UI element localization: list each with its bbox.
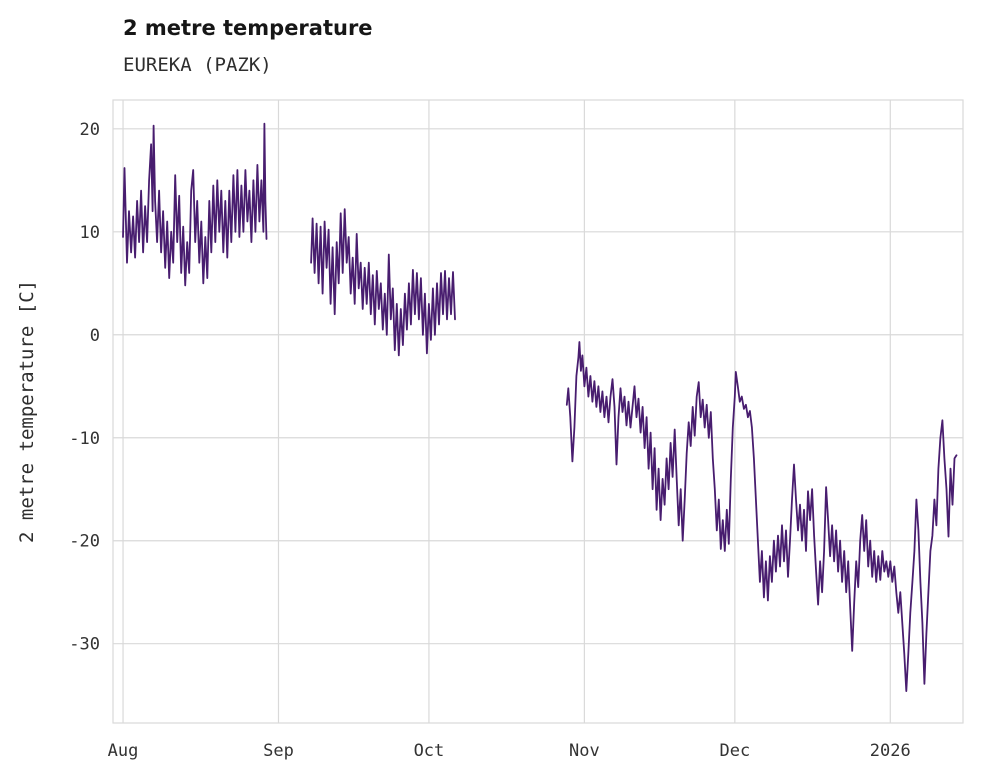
x-tick-label: Dec	[719, 741, 750, 761]
x-tick-label: 2026	[870, 741, 911, 761]
chart-title: 2 metre temperature	[123, 16, 373, 40]
y-tick-label: -30	[69, 635, 100, 655]
x-tick-label: Oct	[414, 741, 445, 761]
y-tick-label: -20	[69, 532, 100, 552]
y-tick-label: 0	[90, 326, 100, 346]
x-tick-label: Nov	[569, 741, 600, 761]
x-tick-label: Aug	[108, 741, 139, 761]
x-tick-label: Sep	[263, 741, 294, 761]
y-tick-label: 10	[80, 223, 100, 243]
temperature-series-line	[565, 341, 958, 692]
temperature-series-line	[122, 122, 268, 287]
chart-subtitle: EUREKA (PAZK)	[123, 54, 272, 76]
temperature-series-line	[310, 208, 456, 357]
plot-border	[112, 99, 964, 724]
y-tick-label: -10	[69, 429, 100, 449]
y-tick-label: 20	[80, 120, 100, 140]
